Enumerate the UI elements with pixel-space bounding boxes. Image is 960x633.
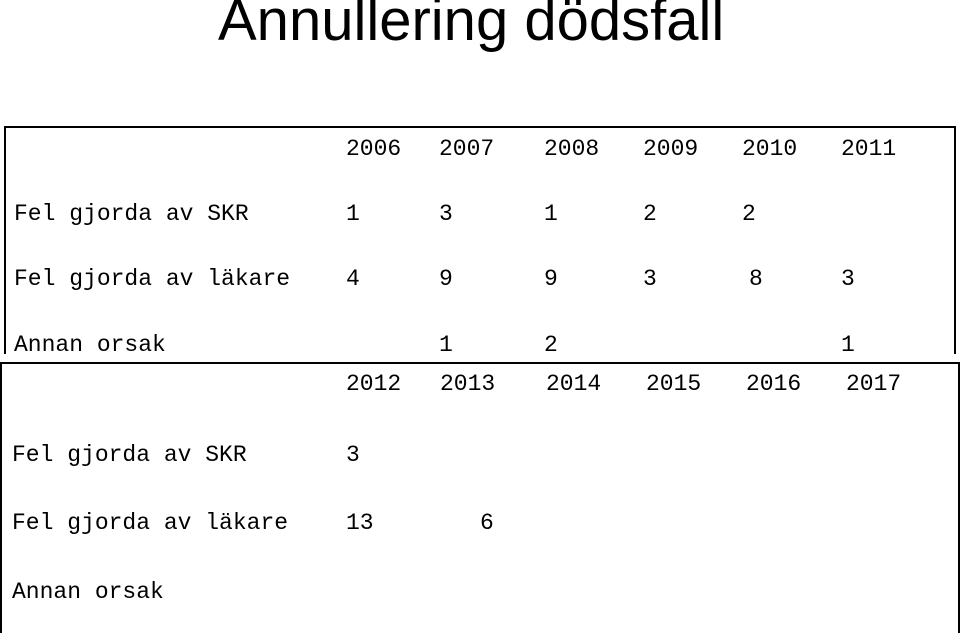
year-header: 2015 bbox=[646, 371, 702, 397]
table-cell: 3 bbox=[643, 266, 657, 292]
year-header: 2008 bbox=[544, 136, 600, 162]
table-cell: 8 bbox=[749, 266, 763, 292]
year-header: 2012 bbox=[346, 371, 402, 397]
table-cell: 1 bbox=[346, 201, 360, 227]
row-label: Fel gjorda av SKR bbox=[14, 201, 249, 227]
table-cell: 9 bbox=[544, 266, 558, 292]
year-header: 2011 bbox=[841, 136, 897, 162]
table-panel-2012-2017: 2012 2013 2014 2015 2016 2017 Fel gjorda… bbox=[0, 362, 960, 633]
year-header: 2007 bbox=[439, 136, 495, 162]
year-header: 2013 bbox=[440, 371, 496, 397]
table-cell: 1 bbox=[544, 201, 558, 227]
table-cell: 3 bbox=[346, 442, 360, 468]
year-header: 2014 bbox=[546, 371, 602, 397]
table-cell: 13 bbox=[346, 510, 374, 536]
year-header: 2006 bbox=[346, 136, 402, 162]
table-cell: 3 bbox=[439, 201, 453, 227]
table-cell: 2 bbox=[643, 201, 657, 227]
table-panel-2006-2011: 2006 2007 2008 2009 2010 2011 Fel gjorda… bbox=[4, 126, 956, 354]
year-header: 2016 bbox=[746, 371, 802, 397]
table-cell: 1 bbox=[439, 332, 453, 355]
year-header: 2010 bbox=[742, 136, 798, 162]
row-label: Fel gjorda av SKR bbox=[12, 442, 247, 468]
table-cell: 2 bbox=[544, 332, 558, 355]
table-cell: 1 bbox=[841, 332, 855, 355]
table-cell: 9 bbox=[439, 266, 453, 292]
row-label: Fel gjorda av läkare bbox=[14, 266, 291, 292]
row-label: Annan orsak bbox=[14, 332, 166, 355]
table-cell: 6 bbox=[480, 510, 494, 536]
row-label: Annan orsak bbox=[12, 579, 164, 605]
table-cell: 4 bbox=[346, 266, 360, 292]
table-cell: 2 bbox=[742, 201, 756, 227]
table-cell: 3 bbox=[841, 266, 855, 292]
page-title: Annullering dödsfall bbox=[218, 0, 725, 53]
row-label: Fel gjorda av läkare bbox=[12, 510, 289, 536]
year-header: 2017 bbox=[846, 371, 902, 397]
year-header: 2009 bbox=[643, 136, 699, 162]
